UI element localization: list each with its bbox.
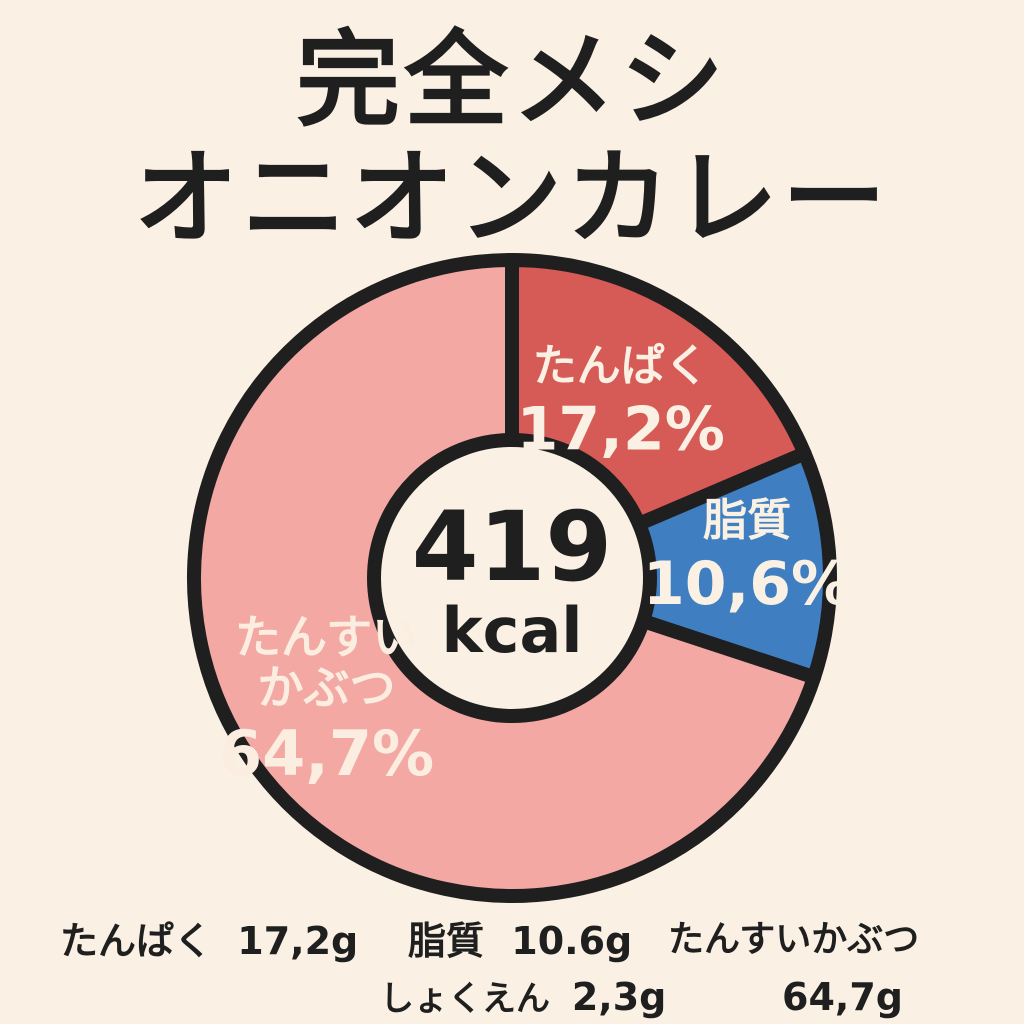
nutrient-carb-label: たんすいかぶつ (668, 919, 920, 960)
nutrient-salt-label: しょくえん (380, 979, 550, 1019)
title-line-1: 完全メシ (295, 19, 728, 141)
slice-name-label-0-0: たんぱく (533, 341, 709, 392)
nutrient-carb-value: 64,7g (782, 975, 903, 1019)
nutrient-protein-value: 17,2g (237, 919, 359, 963)
center-disc (367, 433, 657, 723)
center-calorie-value: 419 (412, 491, 612, 603)
nutrient-salt: しょくえん 2,3g (380, 978, 666, 1016)
nutrient-fat: 脂質 10.6g (408, 922, 632, 960)
nutrient-fat-label: 脂質 (408, 919, 485, 963)
slice-name-label-2-1: かぶつ (258, 660, 396, 714)
slice-value-label-1: 10,6% (643, 549, 851, 619)
nutrient-fat-value: 10.6g (511, 919, 633, 963)
center-calorie-unit: kcal (441, 594, 582, 667)
pie-slice-1 (505, 446, 837, 685)
nutrient-protein: たんぱく 17,2g (60, 922, 358, 960)
nutrient-salt-value: 2,3g (571, 975, 667, 1019)
slice-name-label-1-0: 脂質 (703, 495, 791, 546)
nutrient-protein-label: たんぱく (60, 919, 213, 963)
title-line-2: オニオンカレー (133, 137, 890, 259)
slice-name-label-2-0: たんすい (235, 610, 418, 664)
slice-value-label-0: 17,2% (517, 395, 725, 465)
slice-value-label-2: 64,7% (219, 717, 434, 790)
